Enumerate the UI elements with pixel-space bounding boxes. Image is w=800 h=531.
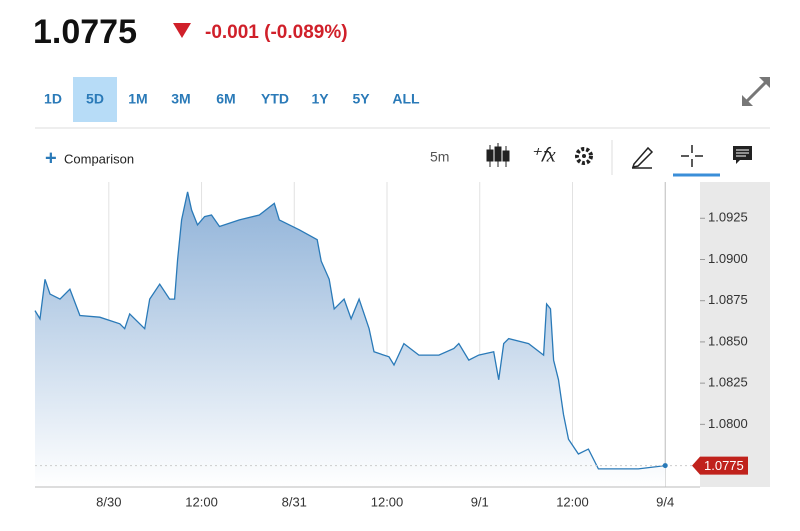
comment-icon[interactable] [733,146,752,164]
price-line [34,191,666,470]
y-tick-label: 1.0925 [708,210,748,225]
x-tick-label: 12:00 [185,494,218,509]
y-tick-label: 1.0900 [708,251,748,266]
x-tick-label: 9/4 [656,494,674,509]
y-axis-panel [700,182,770,487]
range-tab[interactable]: 1Y [311,91,329,107]
last-value-tag [692,456,748,475]
x-tick-label: 9/1 [471,494,489,509]
price-change: -0.001 (-0.089%) [205,22,348,43]
y-tick-label: 1.0850 [708,333,748,348]
x-tick-label: 12:00 [371,494,404,509]
last-value-label: 1.0775 [704,458,744,473]
x-tick-label: 8/31 [282,494,307,509]
price: 1.0775 [33,13,137,51]
plus-icon[interactable]: + [45,147,57,169]
fx-icon[interactable]: ⁺𝑓x [530,145,556,167]
range-tab[interactable]: 5D [86,91,104,107]
tab-bar: 1D 5D 1M 3M 6M YTD 1Y 5Y ALL [44,77,420,122]
y-tick-label: 1.0825 [708,375,748,390]
toolbar: + Comparison 5m ⁺𝑓x [45,140,752,177]
range-tab[interactable]: 5Y [352,91,370,107]
draw-icon[interactable] [631,146,654,169]
selected-tab-bg [73,77,117,122]
x-tick-label: 12:00 [556,494,589,509]
range-tab[interactable]: 6M [216,91,235,107]
interval-button[interactable]: 5m [430,149,449,165]
y-tick-label: 1.0875 [708,292,748,307]
plot: 8/30 12:00 8/31 12:00 9/1 12:00 9/4 1.0800 1.082… [34,182,748,509]
x-tick-label: 8/30 [96,494,121,509]
comparison-button[interactable]: Comparison [64,151,134,166]
settings-icon[interactable] [575,147,593,165]
crosshair-icon[interactable] [681,145,703,167]
range-tab[interactable]: 1M [128,91,147,107]
y-tick-label: 1.0800 [708,416,748,431]
candles-icon[interactable] [486,143,510,167]
last-point [662,463,668,469]
area-fill [35,191,666,487]
range-tab[interactable]: 1D [44,91,62,107]
range-tab[interactable]: YTD [261,91,289,107]
range-tab[interactable]: ALL [392,91,420,107]
range-tab[interactable]: 3M [171,91,190,107]
expand-icon[interactable] [742,77,770,106]
down-arrow [173,23,191,38]
